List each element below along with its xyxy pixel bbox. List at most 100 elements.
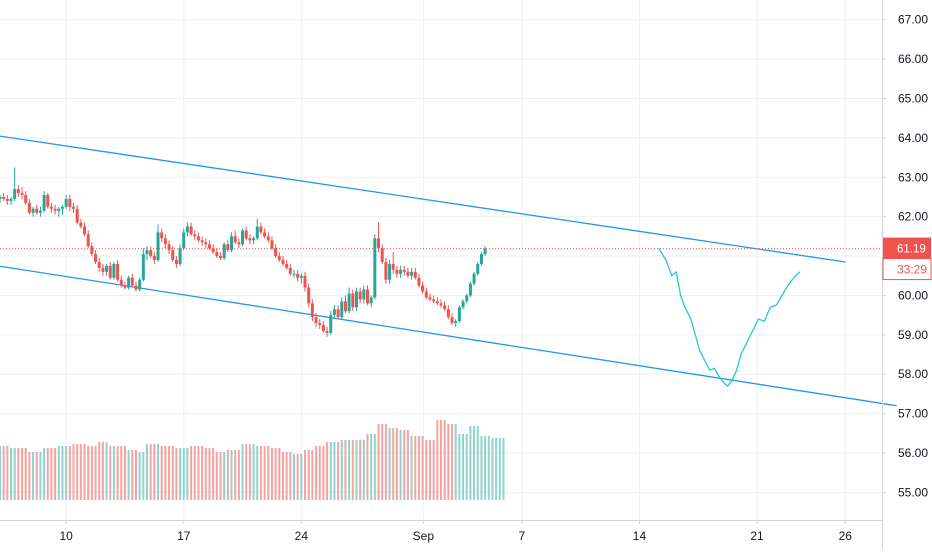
volume-bar (281, 452, 284, 500)
candle-body (9, 198, 13, 201)
volume-bar (215, 452, 218, 500)
volume-bar (105, 442, 108, 500)
candle-body (204, 242, 208, 245)
candle-body (237, 242, 241, 245)
candle-body (476, 263, 480, 274)
time-tick-label: 7 (519, 529, 526, 543)
candle-body (435, 301, 439, 304)
price-tick-label: 55.00 (898, 485, 928, 499)
volume-bar (32, 452, 35, 500)
candle-body (413, 271, 417, 278)
volume-bar (421, 436, 424, 500)
candle-body (468, 283, 472, 296)
volume-bar (480, 436, 483, 500)
volume-bar (138, 452, 141, 500)
volume-bar (46, 448, 49, 500)
candle-body (38, 210, 42, 213)
grid (0, 0, 882, 520)
candle-body (402, 269, 406, 272)
volume-bar (54, 448, 57, 500)
time-tick-label: 26 (839, 529, 853, 543)
candle-body (318, 323, 322, 325)
candle-body (421, 285, 425, 292)
volume-bar (318, 446, 321, 500)
candle-body (178, 248, 182, 264)
candle-body (263, 232, 267, 237)
volume-bar (182, 448, 185, 500)
volume-bar (24, 448, 27, 500)
volume-bar (57, 446, 60, 500)
candle-body (116, 263, 120, 280)
candle-body (252, 238, 256, 241)
candle-body (366, 289, 369, 304)
volume-bar (406, 430, 409, 500)
candle-body (207, 244, 211, 249)
candle-body (454, 321, 458, 324)
volume-bar (366, 434, 369, 500)
candle-body (94, 254, 98, 262)
volume-bar (447, 424, 450, 500)
candle-body (332, 309, 336, 316)
volume-bar (432, 440, 435, 500)
volume-bar (278, 448, 281, 500)
candle-body (189, 226, 193, 235)
candle-body (277, 256, 281, 260)
volume-bar (120, 446, 123, 500)
candle-body (167, 244, 171, 251)
price-tick-label: 62.00 (898, 210, 928, 224)
volume-bar (50, 448, 53, 500)
volume-bar (61, 446, 64, 500)
volume-bar (256, 446, 259, 500)
volume-bar (226, 450, 229, 500)
trend-channel[interactable] (0, 134, 897, 407)
candle-body (347, 293, 351, 312)
volume-bar (484, 436, 487, 500)
volume-bar (2, 446, 5, 500)
volume-bar (259, 446, 262, 500)
time-tick-label: 24 (295, 529, 309, 543)
volume-bar (0, 446, 1, 500)
candle-body (343, 301, 347, 312)
volume-bar (237, 450, 240, 500)
price-badge-label: 61.19 (897, 244, 926, 256)
candle-body (244, 230, 248, 239)
time-axis[interactable]: 10 17 24 Sep 7 14 21 26 (0, 520, 882, 543)
candle-body (72, 206, 75, 209)
candle-body (0, 196, 2, 199)
candle-body (130, 277, 134, 286)
projection-path[interactable] (658, 247, 801, 387)
price-tick-label: 65.00 (898, 91, 928, 105)
volume-bar (337, 442, 340, 500)
candle-body (138, 279, 142, 290)
volume-bar (487, 436, 490, 500)
volume-bar (348, 440, 351, 500)
volume-bars (0, 420, 505, 500)
price-tick-label: 63.00 (898, 170, 928, 184)
time-tick-label: 17 (177, 529, 191, 543)
candle-body (303, 275, 307, 288)
last-price-badge: 61.19 33:29 (882, 237, 932, 281)
candle-body (211, 248, 215, 253)
candle-body (241, 230, 245, 245)
volume-bar (395, 428, 398, 500)
volume-bar (83, 444, 86, 500)
candle-body (49, 206, 53, 209)
volume-bar (160, 446, 163, 500)
candle-body (281, 260, 285, 264)
volume-bar (322, 446, 325, 500)
candle-body (450, 317, 454, 324)
volume-bar (473, 426, 476, 500)
candle-body (248, 238, 252, 241)
candle-body (461, 301, 465, 308)
volume-bar (17, 448, 20, 500)
candle-body (410, 271, 414, 276)
candle-body (307, 287, 311, 304)
price-tick-label: 64.00 (898, 131, 928, 145)
volume-bar (370, 434, 373, 500)
volume-bar (234, 450, 237, 500)
candle-body (57, 208, 61, 211)
candle-body (156, 232, 160, 260)
candle-body (285, 263, 289, 268)
